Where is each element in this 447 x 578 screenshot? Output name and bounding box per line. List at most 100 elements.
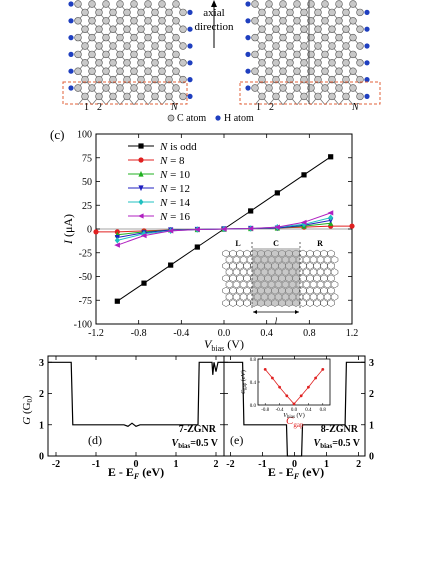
c-atom — [137, 8, 145, 17]
data-point — [247, 225, 254, 232]
c-atom — [81, 42, 89, 50]
h-atom — [187, 43, 193, 49]
panel-c-ticks: -1.2 -0.8 -0.4 0.0 0.4 0.8 1.2 100 75 50 25 0 -25 -50… — [74, 130, 359, 340]
c-atom — [137, 25, 145, 33]
h-atom — [364, 60, 370, 66]
hexagon-cell — [309, 255, 318, 264]
c-atom — [349, 33, 357, 42]
data-point — [194, 244, 200, 250]
y-tick-label: -50 — [79, 272, 92, 283]
c-atom — [123, 8, 131, 17]
c-atom — [109, 42, 117, 50]
x-tick-label: -2 — [226, 459, 234, 470]
hexagon-cell — [316, 255, 325, 264]
c-atom — [116, 84, 124, 92]
central-region — [252, 248, 300, 306]
inset-x-tick-label: -0.4 — [276, 408, 284, 413]
h-atom — [364, 26, 370, 32]
y-tick-label-right: 0 — [369, 452, 374, 463]
c-atom — [179, 75, 187, 84]
h-atom — [364, 93, 370, 99]
legend-label: N = 16 — [159, 211, 191, 223]
hexagon-cell — [327, 286, 335, 295]
direction-label: direction — [194, 21, 234, 33]
c-atom — [102, 0, 110, 8]
c-atom — [81, 75, 89, 84]
hexagon-cell — [316, 268, 325, 276]
panel-e-conductance-curve — [224, 361, 365, 457]
x-tick-label: 2 — [214, 459, 219, 470]
hexagon-cell — [327, 274, 335, 283]
panel-c-xlabel: Vbias (V) — [204, 337, 244, 353]
c-atom — [81, 59, 89, 67]
data-point — [141, 230, 147, 237]
h-atom — [364, 77, 370, 83]
panel-d-bias-label: Vbias=0.5 V — [172, 438, 219, 450]
hexagon-cell — [316, 293, 325, 301]
data-point — [301, 172, 307, 178]
left-index-2: 2 — [97, 102, 102, 113]
c-atom — [102, 84, 110, 92]
x-tick-label: -0.4 — [173, 328, 189, 339]
c-atom — [300, 59, 308, 67]
hexagon-cell — [229, 286, 237, 295]
inset-gap-point — [285, 394, 289, 398]
y-tick-label: 3 — [39, 358, 44, 369]
c-atom — [95, 92, 103, 101]
c-atom — [272, 92, 280, 101]
c-atom — [116, 0, 124, 8]
c-atom — [81, 92, 89, 101]
data-point — [138, 157, 144, 163]
c-atom — [130, 0, 138, 8]
panel-e-bias-label: Vbias=0.5 V — [314, 438, 361, 450]
inset-gap-point — [307, 385, 310, 389]
hexagon-cell — [323, 293, 332, 301]
hexagon-cell — [236, 274, 244, 283]
c-atom — [342, 59, 350, 67]
inset-x-tick-label: 0.8 — [320, 408, 327, 413]
hexagon-cell — [299, 286, 307, 295]
y-tick-label-right: 2 — [369, 389, 374, 400]
data-point — [220, 226, 227, 232]
hexagon-cell — [309, 280, 318, 289]
c-atom — [279, 33, 287, 42]
c-atom — [356, 42, 364, 50]
h-atom — [245, 68, 251, 74]
hexagon-cell — [309, 268, 318, 276]
data-point — [328, 217, 334, 224]
panel-d-label: (d) — [88, 433, 102, 447]
length-arrow-head — [253, 310, 257, 314]
c-atom — [286, 25, 294, 33]
c-atom — [265, 84, 273, 92]
length-arrow-head — [295, 310, 299, 314]
panel-d-ylabel: G (G0) — [21, 395, 34, 425]
inset-gap-point — [314, 376, 317, 380]
data-point — [328, 214, 334, 221]
inset-x-tick-label: 0.4 — [305, 408, 312, 413]
c-atom — [342, 75, 350, 84]
inset-y-tick-label: 0.8 — [250, 358, 257, 363]
c-atom — [137, 59, 145, 67]
legend-label: N = 10 — [159, 169, 191, 181]
hexagon-cell — [323, 280, 332, 289]
x-tick-label: -0.8 — [131, 328, 147, 339]
c-atom — [258, 59, 266, 67]
c-atom — [314, 8, 322, 17]
c-atom — [321, 33, 329, 42]
h-atom-legend-icon — [215, 115, 221, 121]
c-atom — [172, 33, 180, 42]
c-atom — [88, 50, 96, 59]
c-atom — [279, 84, 287, 92]
y-tick-label: 2 — [39, 389, 44, 400]
c-atom — [356, 59, 364, 67]
hexagon-cell — [323, 268, 332, 276]
c-atom — [102, 17, 110, 25]
left-index-1: 1 — [84, 102, 89, 113]
hexagon-cell — [320, 262, 328, 270]
h-atom — [68, 51, 74, 58]
c-atom — [251, 67, 259, 75]
c-atom — [328, 92, 336, 101]
data-point — [137, 213, 144, 219]
c-atom — [349, 0, 357, 8]
y-tick-label: -100 — [74, 320, 92, 331]
